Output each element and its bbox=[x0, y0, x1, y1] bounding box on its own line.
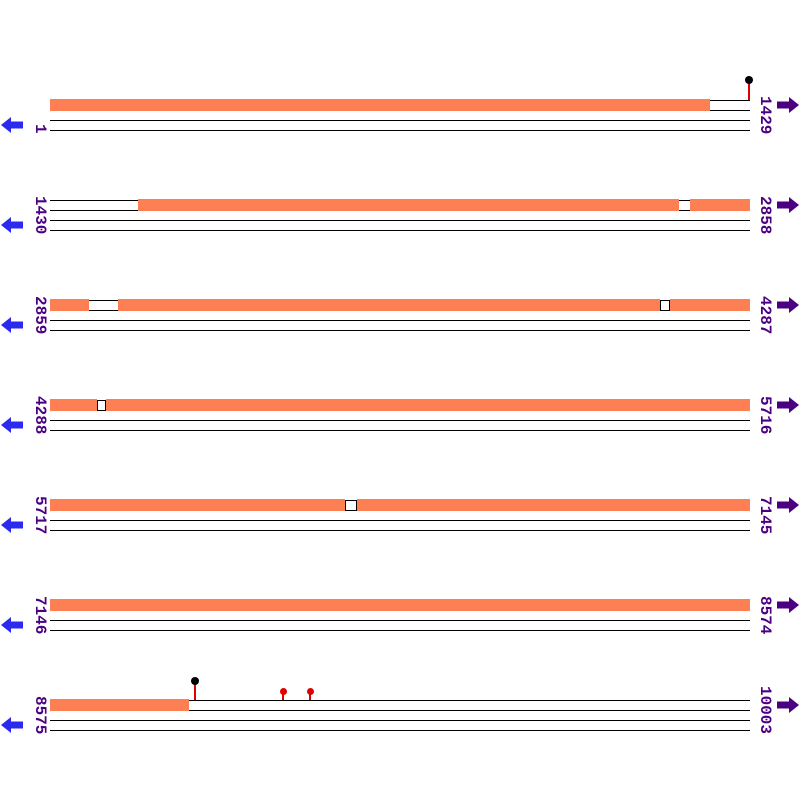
row-end-label: 8574 bbox=[756, 595, 774, 634]
scroll-right-arrow[interactable] bbox=[777, 696, 799, 714]
feature-bar[interactable] bbox=[50, 399, 750, 411]
strand-line bbox=[50, 330, 750, 331]
row-end-label: 5716 bbox=[756, 395, 774, 434]
scroll-left-arrow[interactable] bbox=[1, 316, 23, 334]
scroll-left-arrow[interactable] bbox=[1, 716, 23, 734]
feature-bar[interactable] bbox=[50, 299, 750, 311]
pin-stem bbox=[194, 684, 196, 700]
right-arrow-icon bbox=[777, 197, 799, 213]
row-end-label: 10003 bbox=[756, 685, 774, 734]
right-arrow-icon bbox=[777, 97, 799, 113]
strand-line bbox=[50, 700, 750, 701]
scroll-left-arrow[interactable] bbox=[1, 116, 23, 134]
strand-line bbox=[50, 530, 750, 531]
gap-top-line bbox=[679, 200, 690, 201]
scroll-right-arrow[interactable] bbox=[777, 496, 799, 514]
gap-bottom-line bbox=[89, 310, 118, 311]
strand-line bbox=[50, 630, 750, 631]
row-end-label: 4287 bbox=[756, 295, 774, 334]
right-arrow-icon bbox=[777, 397, 799, 413]
scroll-left-arrow[interactable] bbox=[1, 416, 23, 434]
left-arrow-icon bbox=[1, 417, 23, 433]
scroll-right-arrow[interactable] bbox=[777, 296, 799, 314]
row-start-label: 5717 bbox=[31, 495, 49, 534]
row-start-label: 1430 bbox=[31, 195, 49, 234]
right-arrow-icon bbox=[777, 597, 799, 613]
strand-line bbox=[50, 130, 750, 131]
pin-black-dot[interactable] bbox=[191, 677, 199, 685]
pin-stem bbox=[309, 694, 311, 700]
left-arrow-icon bbox=[1, 317, 23, 333]
row-end-label: 7145 bbox=[756, 495, 774, 534]
left-arrow-icon bbox=[1, 217, 23, 233]
pin-black-dot[interactable] bbox=[745, 76, 753, 84]
strand-line bbox=[50, 230, 750, 231]
left-arrow-icon bbox=[1, 117, 23, 133]
row-end-label: 2858 bbox=[756, 195, 774, 234]
feature-bar[interactable] bbox=[50, 699, 189, 711]
feature-gap bbox=[89, 299, 118, 311]
scroll-right-arrow[interactable] bbox=[777, 596, 799, 614]
strand-line bbox=[50, 730, 750, 731]
row-start-label: 7146 bbox=[31, 595, 49, 634]
strand-line bbox=[50, 220, 750, 221]
right-arrow-icon bbox=[777, 697, 799, 713]
pin-stem bbox=[282, 694, 284, 700]
feature-bar[interactable] bbox=[138, 199, 750, 211]
right-arrow-icon bbox=[777, 297, 799, 313]
right-arrow-icon bbox=[777, 497, 799, 513]
feature-gap bbox=[679, 199, 690, 211]
row-start-label: 4288 bbox=[31, 395, 49, 434]
feature-bar[interactable] bbox=[50, 599, 750, 611]
strand-line bbox=[50, 430, 750, 431]
row-start-label: 2859 bbox=[31, 295, 49, 334]
gap-top-line bbox=[89, 300, 118, 301]
left-arrow-icon bbox=[1, 517, 23, 533]
left-arrow-icon bbox=[1, 617, 23, 633]
strand-line bbox=[50, 120, 750, 121]
strand-line bbox=[50, 710, 750, 711]
feature-bar[interactable] bbox=[50, 99, 710, 111]
scroll-right-arrow[interactable] bbox=[777, 196, 799, 214]
scroll-left-arrow[interactable] bbox=[1, 216, 23, 234]
feature-bar[interactable] bbox=[50, 499, 750, 511]
strand-line bbox=[50, 620, 750, 621]
scroll-left-arrow[interactable] bbox=[1, 616, 23, 634]
left-arrow-icon bbox=[1, 717, 23, 733]
feature-gap-box bbox=[97, 400, 106, 411]
scroll-right-arrow[interactable] bbox=[777, 396, 799, 414]
row-start-label: 1 bbox=[31, 124, 49, 134]
row-end-label: 1429 bbox=[756, 95, 774, 134]
gap-bottom-line bbox=[679, 210, 690, 211]
pin-red-dot[interactable] bbox=[306, 687, 314, 695]
scroll-left-arrow[interactable] bbox=[1, 516, 23, 534]
strand-line bbox=[50, 420, 750, 421]
scroll-right-arrow[interactable] bbox=[777, 96, 799, 114]
feature-gap-box bbox=[660, 300, 670, 311]
pin-stem bbox=[748, 83, 750, 100]
pin-red-dot[interactable] bbox=[279, 687, 287, 695]
strand-line bbox=[50, 320, 750, 321]
strand-line bbox=[50, 520, 750, 521]
strand-line bbox=[50, 720, 750, 721]
feature-gap-box bbox=[345, 500, 357, 511]
row-start-label: 8575 bbox=[31, 695, 49, 734]
